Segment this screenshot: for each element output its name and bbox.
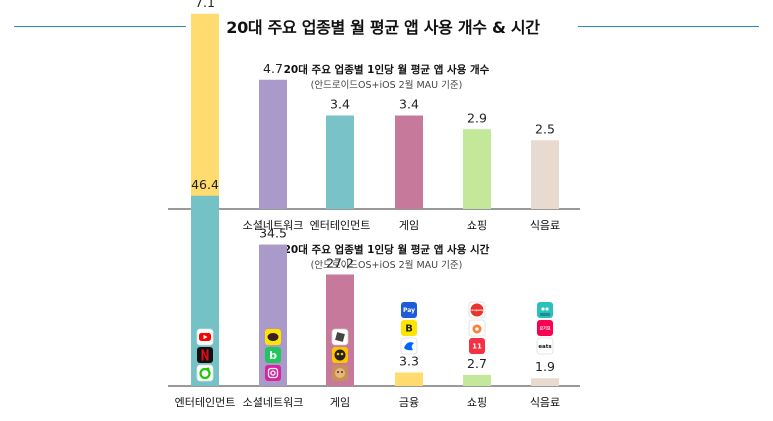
melon-icon-ring bbox=[199, 367, 211, 380]
danggeun-icon-hole bbox=[475, 327, 479, 331]
instagram-icon-bg bbox=[265, 365, 281, 381]
category-label-쇼핑: 쇼핑 bbox=[467, 396, 487, 409]
coupang-eats-icon-text: eats bbox=[538, 344, 552, 350]
11st-icon-text: 11 bbox=[472, 343, 482, 351]
category-label-게임: 게임 bbox=[330, 396, 350, 409]
value-label-쇼핑: 2.9 bbox=[467, 110, 487, 125]
band-icon: b bbox=[265, 347, 281, 363]
category-label-엔터테인먼트: 엔터테인먼트 bbox=[310, 219, 371, 232]
instagram-icon bbox=[265, 365, 281, 381]
instagram-icon-frame bbox=[267, 367, 279, 379]
yogiyo-icon-bg bbox=[537, 320, 553, 336]
instagram-icon-lens bbox=[270, 370, 276, 376]
cookie-run-icon-face bbox=[335, 368, 345, 378]
baemin-icon bbox=[537, 302, 553, 318]
chart-1-title: 20대 주요 업종별 1인당 월 평균 앱 사용 개수 bbox=[283, 64, 490, 76]
chart-2-title: 20대 주요 업종별 1인당 월 평균 앱 사용 시간 bbox=[283, 244, 490, 256]
brawl-stars-icon-eye-l bbox=[336, 352, 340, 356]
11st-icon: 11 bbox=[469, 338, 485, 354]
naver-pay-icon-text: Pay bbox=[403, 307, 415, 314]
value-label-금융: 7.1 bbox=[195, 0, 215, 10]
coupang-eats-icon-bg bbox=[536, 337, 554, 355]
category-label-식음료: 식음료 bbox=[530, 396, 560, 409]
coupang-eats-icon: eats bbox=[536, 337, 554, 355]
value-label-엔터테인먼트: 3.4 bbox=[330, 97, 350, 112]
bar-엔터테인먼트 bbox=[326, 115, 354, 209]
band-icon-text: b bbox=[269, 349, 277, 362]
bar-소셜네트워크 bbox=[259, 244, 287, 386]
coupang-icon-text: coupang bbox=[470, 308, 484, 312]
youtube-icon bbox=[196, 328, 214, 346]
kakao-bank-icon-bg bbox=[401, 320, 417, 336]
value-label-게임: 3.4 bbox=[399, 97, 419, 112]
header-rule-left bbox=[14, 26, 186, 27]
category-label-식음료: 식음료 bbox=[530, 219, 560, 232]
toss-icon bbox=[400, 337, 418, 355]
category-label-소셜네트워크: 소셜네트워크 bbox=[243, 396, 304, 409]
value-label-금융: 3.3 bbox=[399, 353, 419, 368]
kakao-bank-icon: B bbox=[401, 320, 417, 336]
brawl-stars-icon-skull bbox=[334, 349, 346, 361]
kakao-bank-icon-text: B bbox=[405, 324, 413, 335]
coupang-icon: coupang bbox=[468, 301, 486, 319]
category-label-금융: 금융 bbox=[399, 396, 419, 409]
kakaotalk-icon bbox=[265, 329, 281, 345]
danggeun-icon bbox=[468, 319, 486, 337]
coupang-icon-dot bbox=[470, 303, 484, 317]
band-icon-bg bbox=[265, 347, 281, 363]
toss-icon-wave bbox=[404, 342, 414, 351]
header-rule-right bbox=[578, 26, 759, 27]
kakaotalk-icon-bubble bbox=[267, 333, 279, 341]
baemin-icon-eye-l bbox=[541, 307, 545, 311]
baemin-icon-eye-r bbox=[545, 307, 549, 311]
bar-쇼핑 bbox=[463, 374, 491, 386]
value-label-엔터테인먼트: 46.4 bbox=[191, 177, 219, 192]
baemin-icon-base bbox=[540, 313, 550, 316]
bar-식음료 bbox=[531, 140, 559, 209]
bar-게임 bbox=[395, 115, 423, 209]
brawl-stars-icon-eye-r bbox=[340, 352, 344, 356]
chart-1-subtitle: (안드로이드OS+iOS 2월 MAU 기준) bbox=[310, 80, 463, 91]
netflix-icon-n bbox=[201, 349, 209, 361]
roblox-icon bbox=[331, 328, 349, 346]
value-label-게임: 27.2 bbox=[326, 255, 354, 270]
category-label-소셜네트워크: 소셜네트워크 bbox=[243, 219, 304, 232]
brawl-stars-icon bbox=[332, 347, 348, 363]
value-label-소셜네트워크: 4.7 bbox=[263, 61, 283, 76]
bar-식음료 bbox=[531, 378, 559, 386]
naver-pay-icon-bg bbox=[401, 302, 417, 318]
bar-소셜네트워크 bbox=[259, 79, 287, 209]
11st-icon-bg bbox=[469, 338, 485, 354]
value-label-식음료: 2.5 bbox=[535, 121, 555, 136]
yogiyo-icon-text: 요기요 bbox=[539, 324, 550, 330]
category-label-쇼핑: 쇼핑 bbox=[467, 219, 487, 232]
melon-icon bbox=[196, 364, 214, 382]
bar-금융 bbox=[395, 372, 423, 386]
header: 20대 주요 업종별 월 평균 앱 사용 개수 & 시간 bbox=[0, 0, 773, 46]
melon-icon-leaf bbox=[206, 367, 210, 371]
category-label-게임: 게임 bbox=[399, 219, 419, 232]
youtube-icon-play bbox=[203, 334, 208, 340]
bar-쇼핑 bbox=[463, 129, 491, 209]
page-title: 20대 주요 업종별 월 평균 앱 사용 개수 & 시간 bbox=[226, 18, 540, 37]
value-label-소셜네트워크: 34.5 bbox=[259, 226, 287, 241]
value-label-식음료: 1.9 bbox=[535, 359, 555, 374]
naver-pay-icon: Pay bbox=[401, 302, 417, 318]
category-label-엔터테인먼트: 엔터테인먼트 bbox=[175, 396, 236, 409]
bar-금융 bbox=[191, 13, 219, 209]
cookie-run-icon-eye-r bbox=[341, 371, 343, 373]
roblox-icon-mark bbox=[335, 332, 345, 342]
chart-2: 46.4엔터테인먼트34.5소셜네트워크27.2게임3.3금융2.7쇼핑1.9식… bbox=[168, 177, 580, 409]
yogiyo-icon: 요기요 bbox=[537, 320, 553, 336]
value-label-쇼핑: 2.7 bbox=[467, 356, 487, 371]
netflix-icon bbox=[197, 347, 213, 363]
cookie-run-icon bbox=[332, 365, 348, 381]
cookie-run-icon-eye-l bbox=[337, 371, 339, 373]
chart-2-subtitle: (안드로이드OS+iOS 2월 MAU 기준) bbox=[310, 260, 463, 271]
